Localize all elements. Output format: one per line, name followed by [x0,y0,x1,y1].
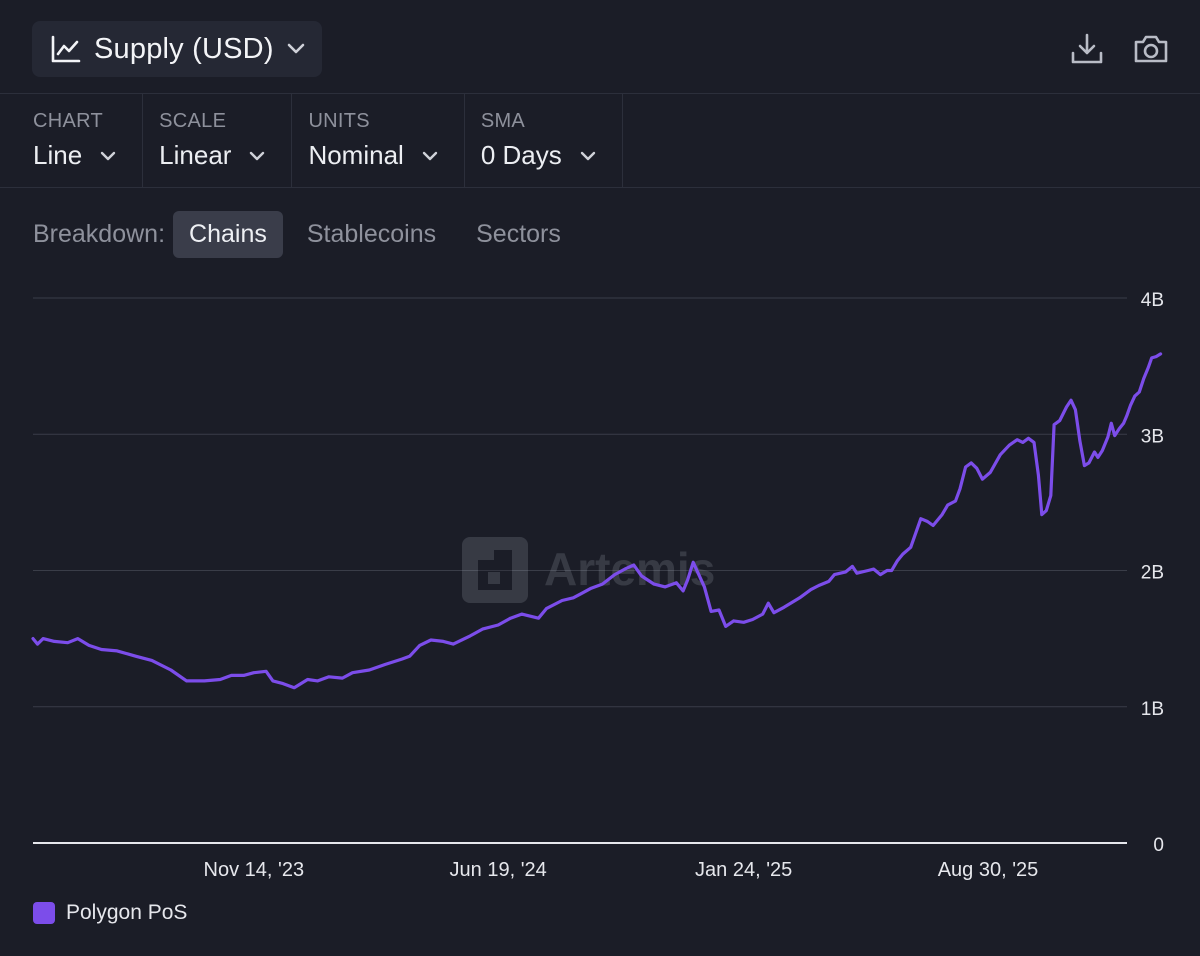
chart-controls: CHART Line SCALE Linear UNITS Nominal SM… [0,94,1200,188]
chart-title: Supply (USD) [94,32,274,65]
control-value: Nominal [308,140,404,170]
y-tick-label: 2B [1141,563,1164,584]
legend-swatch [33,902,55,924]
chevron-down-icon [98,146,118,166]
breakdown-chip-stablecoins[interactable]: Stablecoins [306,220,437,248]
y-tick-label: 4B [1141,290,1164,311]
control-value: 0 Days [480,140,562,170]
supply-line-chart: Artemis 0 1B 2B 3B 4B Nov 14, '23 Jun 19, '24… [31,290,1164,881]
scale-dropdown[interactable]: SCALE Linear [143,94,293,188]
y-axis: 0 1B 2B 3B 4B [1141,290,1164,856]
camera-icon[interactable] [1132,30,1170,68]
series-layer [31,352,1163,690]
breakdown-chip-sectors[interactable]: Sectors [476,220,561,248]
control-label: SCALE [159,110,227,132]
control-label: UNITS [308,110,370,132]
y-tick-label: 0 [1153,835,1164,856]
breakdown-selector: Breakdown: Chains Stablecoins Sectors [33,211,585,258]
breakdown-label: Breakdown: [33,220,166,248]
watermark-text: Artemis [544,543,715,595]
x-tick-label: Jun 19, '24 [450,859,547,881]
watermark-logo-glyph [478,550,512,590]
y-tick-label: 3B [1141,426,1164,447]
control-label: SMA [480,110,526,132]
sma-dropdown[interactable]: SMA 0 Days [465,94,623,188]
breakdown-chip-chains[interactable]: Chains [173,211,283,258]
chevron-down-icon [578,146,598,166]
chart-grid [33,297,1127,844]
x-tick-label: Nov 14, '23 [204,859,305,881]
watermark: Artemis [462,537,715,603]
watermark-logo [462,537,528,603]
legend-label: Polygon PoS [66,901,188,924]
legend-item[interactable]: Polygon PoS [33,901,187,925]
control-value: Linear [159,140,232,170]
control-label: CHART [33,110,104,132]
x-tick-label: Aug 30, '25 [938,859,1039,881]
chevron-down-icon [247,146,267,166]
chevron-down-icon [420,146,440,166]
series-line-polygon-pos [31,352,1163,690]
line-chart-icon [50,33,82,65]
x-tick-label: Jan 24, '25 [695,859,792,881]
control-value: Line [33,140,83,170]
chevron-down-icon [286,39,306,59]
download-icon[interactable] [1068,30,1106,68]
units-dropdown[interactable]: UNITS Nominal [292,94,465,188]
chart-header: Supply (USD) [0,0,1200,94]
x-axis: Nov 14, '23 Jun 19, '24 Jan 24, '25 Aug 30,… [204,859,1039,881]
metric-selector[interactable]: Supply (USD) [32,21,322,77]
y-tick-label: 1B [1141,699,1164,720]
chart-type-dropdown[interactable]: CHART Line [0,94,144,188]
